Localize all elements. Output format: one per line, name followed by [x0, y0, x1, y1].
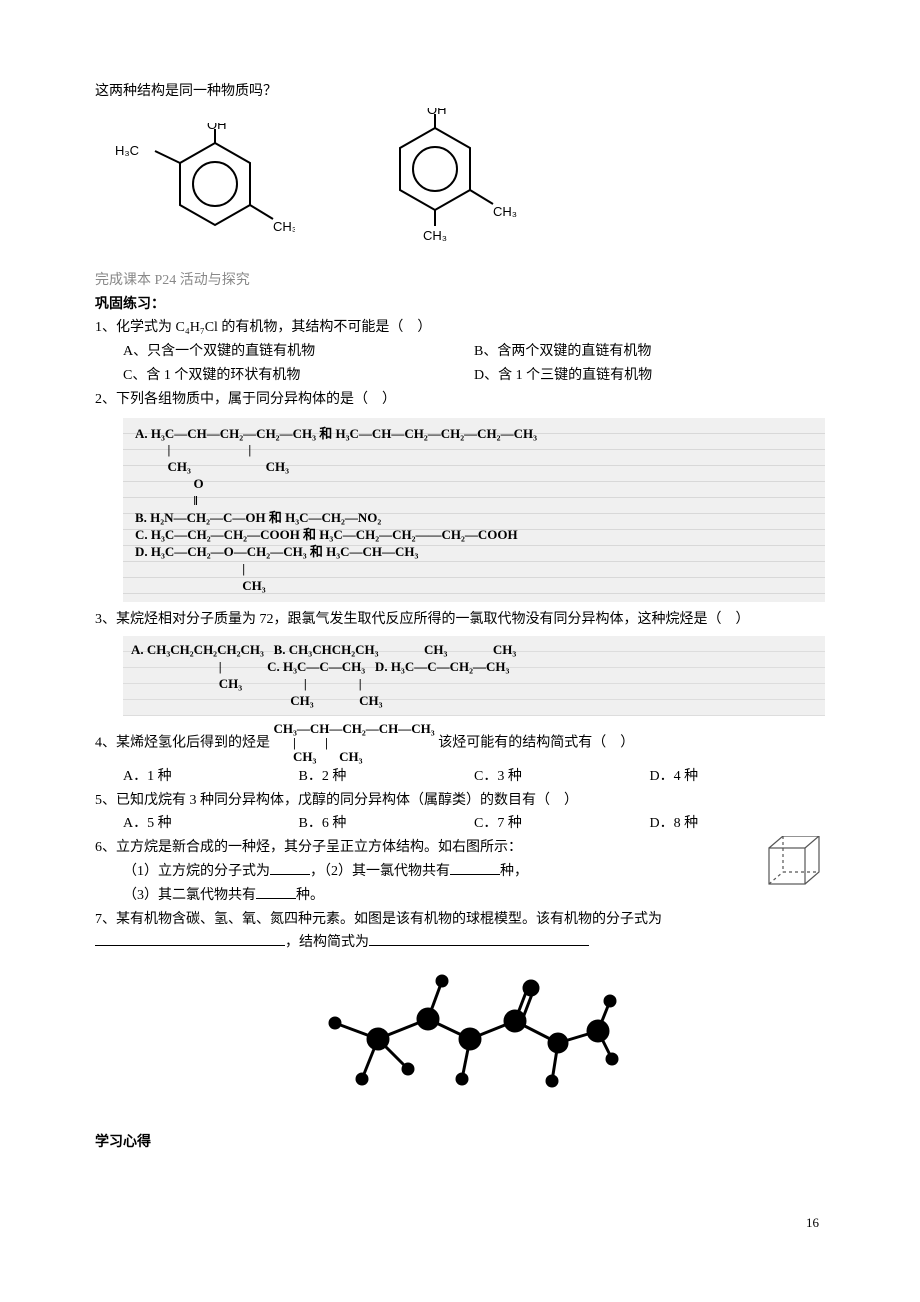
ch3-label: CH₃: [273, 219, 295, 234]
q2-text: 2、下列各组物质中，属于同分异构体的是（ ）: [95, 388, 825, 412]
ch3-label-2a: CH₃: [493, 204, 517, 219]
page-number: 16: [95, 1215, 825, 1231]
q3-r4: CH₃ CH₃: [131, 693, 817, 710]
q1-optA: A、只含一个双键的直链有机物: [123, 340, 474, 364]
q7-l2: ，结构简式为: [95, 931, 825, 955]
q2-lC1: C. H₃C—CH₂—CH₂—COOH 和 H₃C—CH₂—CH₂——CH₂—C…: [135, 527, 813, 544]
q7-l2mid: ，结构简式为: [285, 935, 369, 950]
q6-l2: （1）立方烷的分子式为 ，（2）其一氯代物共有 种，: [95, 860, 825, 884]
q2-lD2: |: [135, 561, 813, 578]
reflection-header: 学习心得: [95, 1131, 825, 1155]
q4-post: 该烃可能有的结构简式有（ ）: [438, 736, 634, 751]
q1-optB: B、含两个双键的直链有机物: [474, 340, 825, 364]
q5-options: A．5 种 B．6 种 C．7 种 D．8 种: [95, 812, 825, 836]
q2-structures: A. H₃C—CH—CH₂—CH₂—CH₃ 和 H₃C—CH—CH₂—CH₂—C…: [123, 418, 825, 603]
q6-l1: 6、立方烷是新合成的一种烃，其分子呈正立方体结构。如右图所示：: [95, 836, 825, 860]
q2-lB0: ‖: [135, 493, 813, 510]
q5-text: 5、已知戊烷有 3 种同分异构体，戊醇的同分异构体（属醇类）的数目有（ ）: [95, 789, 825, 813]
ball-stick-model: [300, 961, 620, 1111]
h3c-label: H₃C: [115, 143, 139, 158]
benzene-pair: OH H₃C CH₃ OH CH₃ CH₃: [95, 108, 825, 263]
oh-label: OH: [207, 123, 227, 132]
q4-optB: B．2 种: [299, 765, 475, 789]
q5-optD: D．8 种: [650, 812, 826, 836]
q2-lD1: D. H₃C—CH₂—O—CH₂—CH₃ 和 H₃C—CH—CH₃: [135, 544, 813, 561]
blank-4: [95, 931, 285, 946]
q3-structures: A. CH₃CH₂CH₂CH₂CH₃ B. CH₃CHCH₂CH₃ CH₃ CH…: [123, 636, 825, 716]
cube-figure: [763, 836, 825, 895]
q7-l1: 7、某有机物含碳、氢、氧、氮四种元素。如图是该有机物的球棍模型。该有机物的分子式…: [95, 908, 825, 932]
q4-optC: C．3 种: [474, 765, 650, 789]
q5-optC: C．7 种: [474, 812, 650, 836]
q6-wrap: 6、立方烷是新合成的一种烃，其分子呈正立方体结构。如右图所示： （1）立方烷的分…: [95, 836, 825, 907]
benzene-struct-2: OH CH₃ CH₃: [355, 108, 535, 263]
q3-text: 3、某烷烃相对分子质量为 72，跟氯气发生取代反应所得的一氯取代物没有同分异构体…: [95, 608, 825, 632]
q4-optD: D．4 种: [650, 765, 826, 789]
q1-optC: C、含 1 个双键的环状有机物: [123, 364, 474, 388]
q6-l3pre: （3）其二氯代物共有: [123, 888, 256, 903]
q4-optA: A．1 种: [123, 765, 299, 789]
activity-text: 完成课本 P24 活动与探究: [95, 269, 825, 293]
blank-3: [256, 884, 296, 899]
q5-optA: A．5 种: [123, 812, 299, 836]
q2-lA2: | |: [135, 442, 813, 459]
q4-struct: CH₃—CH—CH₂—CH—CH₃ | | CH₃ CH₃: [274, 722, 435, 765]
q6-l2mid: ，（2）其一氯代物共有: [310, 864, 450, 879]
q3-r2: | C. H₃C—C—CH₃ D. H₃C—C—CH₂—CH₃: [131, 659, 817, 676]
q4-text: 4、某烯烃氢化后得到的烃是 CH₃—CH—CH₂—CH—CH₃ | | CH₃ …: [95, 722, 825, 765]
q2-lBm: O: [135, 476, 813, 493]
ch3-label-2b: CH₃: [423, 228, 447, 243]
q3-r3: CH₃ | |: [131, 676, 817, 693]
q2-lB1: B. H₂N—CH₂—C—OH 和 H₃C—CH₂—NO₂: [135, 510, 813, 527]
q2-lA3: CH₃ CH₃: [135, 459, 813, 476]
blank-2: [450, 860, 500, 875]
blank-1: [270, 860, 310, 875]
q5-optB: B．6 种: [299, 812, 475, 836]
blank-5: [369, 931, 589, 946]
intro-question: 这两种结构是同一种物质吗？: [95, 80, 825, 104]
q4-options: A．1 种 B．2 种 C．3 种 D．4 种: [95, 765, 825, 789]
q6-l3post: 种。: [296, 888, 324, 903]
q6-l2pre: （1）立方烷的分子式为: [123, 864, 270, 879]
q2-lD3: CH₃: [135, 578, 813, 595]
q1-options-row1: A、只含一个双键的直链有机物 B、含两个双键的直链有机物: [95, 340, 825, 364]
q6-l3: （3）其二氯代物共有 种。: [95, 884, 825, 908]
benzene-struct-1: OH H₃C CH₃: [95, 123, 295, 263]
practice-header: 巩固练习：: [95, 293, 825, 317]
q1-options-row2: C、含 1 个双键的环状有机物 D、含 1 个三键的直链有机物: [95, 364, 825, 388]
q1-text: 1、化学式为 C₄H₇Cl 的有机物，其结构不可能是（ ）: [95, 316, 825, 340]
oh-label-2: OH: [427, 108, 447, 117]
page-root: 这两种结构是同一种物质吗？ OH H₃C CH₃: [0, 0, 920, 1271]
q4-pre: 4、某烯烃氢化后得到的烃是: [95, 736, 270, 751]
q3-r1: A. CH₃CH₂CH₂CH₂CH₃ B. CH₃CHCH₂CH₃ CH₃ CH…: [131, 642, 817, 659]
q6-l2post: 种，: [500, 864, 528, 879]
q1-optD: D、含 1 个三键的直链有机物: [474, 364, 825, 388]
q2-lA1: A. H₃C—CH—CH₂—CH₂—CH₃ 和 H₃C—CH—CH₂—CH₂—C…: [135, 426, 813, 443]
